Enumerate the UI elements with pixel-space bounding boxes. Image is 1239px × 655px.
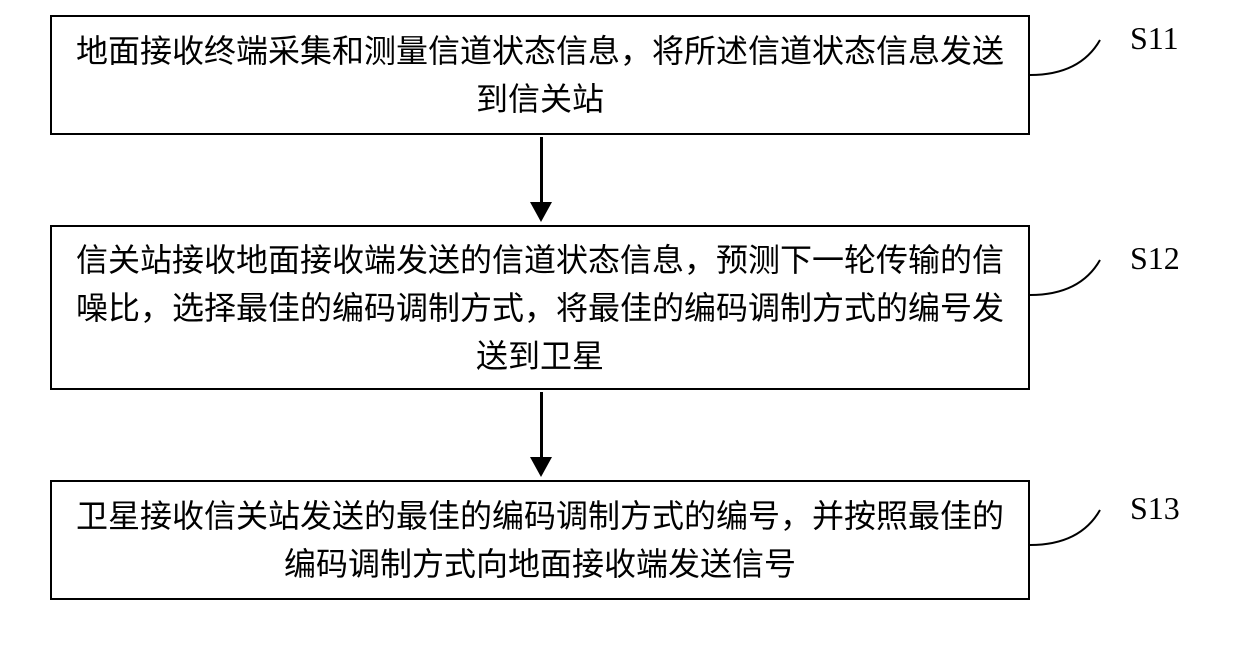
label-connector-s12 [1030, 245, 1130, 305]
label-connector-s11 [1030, 25, 1130, 85]
arrow-line [540, 137, 543, 202]
step-label-s11: S11 [1130, 20, 1179, 57]
box-text: 地面接收终端采集和测量信道状态信息，将所述信道状态信息发送到信关站 [72, 27, 1008, 123]
box-text: 卫星接收信关站发送的最佳的编码调制方式的编号，并按照最佳的编码调制方式向地面接收… [72, 492, 1008, 588]
arrow-line [540, 392, 543, 457]
box-text: 信关站接收地面接收端发送的信道状态信息，预测下一轮传输的信噪比，选择最佳的编码调… [72, 236, 1008, 380]
flowchart-box-s11: 地面接收终端采集和测量信道状态信息，将所述信道状态信息发送到信关站 [50, 15, 1030, 135]
flowchart-arrow-1 [530, 137, 552, 222]
step-label-s12: S12 [1130, 240, 1180, 277]
flowchart-box-s12: 信关站接收地面接收端发送的信道状态信息，预测下一轮传输的信噪比，选择最佳的编码调… [50, 225, 1030, 390]
flowchart-box-s13: 卫星接收信关站发送的最佳的编码调制方式的编号，并按照最佳的编码调制方式向地面接收… [50, 480, 1030, 600]
flowchart-arrow-2 [530, 392, 552, 477]
flowchart-container: 地面接收终端采集和测量信道状态信息，将所述信道状态信息发送到信关站 S11 信关… [0, 0, 1239, 655]
label-connector-s13 [1030, 495, 1130, 555]
step-label-s13: S13 [1130, 490, 1180, 527]
arrow-head-icon [530, 457, 552, 477]
arrow-head-icon [530, 202, 552, 222]
